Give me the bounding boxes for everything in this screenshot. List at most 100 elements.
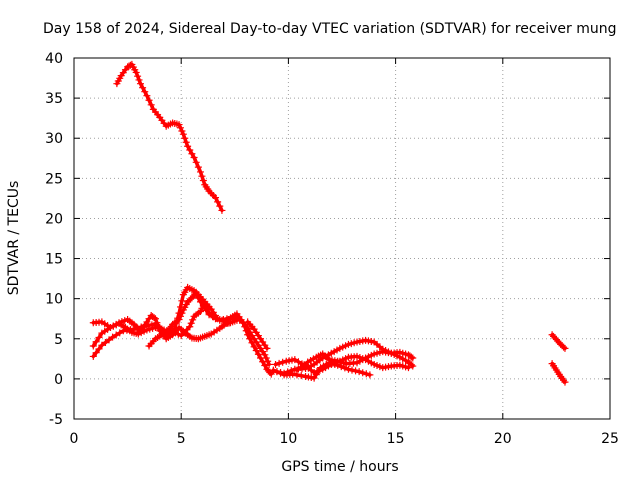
data-point [196,308,204,316]
data-point [95,345,103,353]
data-point [134,72,142,80]
data-point [135,76,143,84]
data-point [188,150,196,158]
data-point [297,372,305,380]
data-point [273,368,281,376]
x-tick-label: 15 [387,431,405,447]
data-point [359,369,367,377]
y-tick-label: 25 [45,171,63,187]
data-point [272,360,280,368]
data-series [89,60,569,386]
data-point [136,80,144,88]
grid-lines [74,58,610,419]
y-tick-label: 5 [54,332,63,348]
data-point [186,323,194,331]
data-point [89,352,97,360]
data-point [277,369,285,377]
data-point [261,362,269,370]
data-point [190,153,198,161]
data-point [300,361,308,369]
series-track-h [269,359,374,382]
data-point [216,202,224,210]
axis-ticks [73,57,611,420]
x-tick-label: 0 [70,431,79,447]
y-tick-label: 35 [45,91,63,107]
tick-labels: 0 5 10 15 20 25 -5 0 5 10 15 20 25 30 35 40 [45,51,619,447]
data-point [198,172,206,180]
series-track-high [113,60,226,214]
x-axis-label: GPS time / hours [281,459,398,475]
data-point [178,297,186,305]
data-point [139,84,147,92]
data-point [269,366,277,374]
data-point [150,314,158,322]
series-trace [91,300,271,367]
data-point [89,342,97,350]
data-point [348,366,356,374]
y-tick-label: 20 [45,211,63,227]
data-point [194,163,202,171]
data-point [275,359,283,367]
data-point [203,305,211,313]
data-point [175,316,183,324]
data-point [262,354,270,362]
y-tick-label: 30 [45,131,63,147]
data-point [266,368,274,376]
series-track-k [548,360,569,386]
data-point [561,378,569,386]
data-point [212,194,220,202]
series-track-j [548,331,569,352]
x-tick-label: 25 [601,431,619,447]
data-point [199,295,207,303]
data-point [92,349,100,357]
data-point [112,331,120,339]
data-point [192,158,200,166]
data-point [98,341,106,349]
data-point [182,138,190,146]
data-point [153,319,161,327]
series-trace [245,320,269,351]
data-point [352,367,360,375]
data-point [293,366,301,374]
y-tick-label: 40 [45,51,63,67]
data-point [175,121,183,129]
y-tick-label: 0 [54,372,63,388]
data-point [362,370,370,378]
data-point [178,309,186,317]
data-point [184,142,192,150]
data-point [176,124,184,132]
y-tick-label: 15 [45,252,63,268]
data-point [218,206,226,214]
data-point [179,130,187,138]
series-track-e [244,318,271,352]
data-point [291,356,299,364]
plot-frame [73,57,611,420]
data-point [95,333,103,341]
data-point [189,316,197,324]
data-point [261,351,269,359]
data-point [252,347,260,355]
data-point [214,198,222,206]
data-point [186,146,194,154]
data-point [297,363,305,371]
data-point [132,68,140,76]
data-point [101,339,109,347]
data-point [264,357,272,365]
data-point [366,371,374,379]
data-point [143,92,151,100]
series-track-b [89,312,241,343]
data-point [178,127,186,135]
data-point [409,354,417,362]
data-point [145,96,153,104]
series-trace [550,361,567,384]
data-point [560,343,568,351]
x-tick-label: 5 [177,431,186,447]
data-point [141,88,149,96]
y-tick-label: 10 [45,292,63,308]
data-point [181,134,189,142]
x-tick-label: 20 [494,431,512,447]
data-point [254,350,262,358]
series-track-i [293,348,417,374]
data-point [248,339,256,347]
